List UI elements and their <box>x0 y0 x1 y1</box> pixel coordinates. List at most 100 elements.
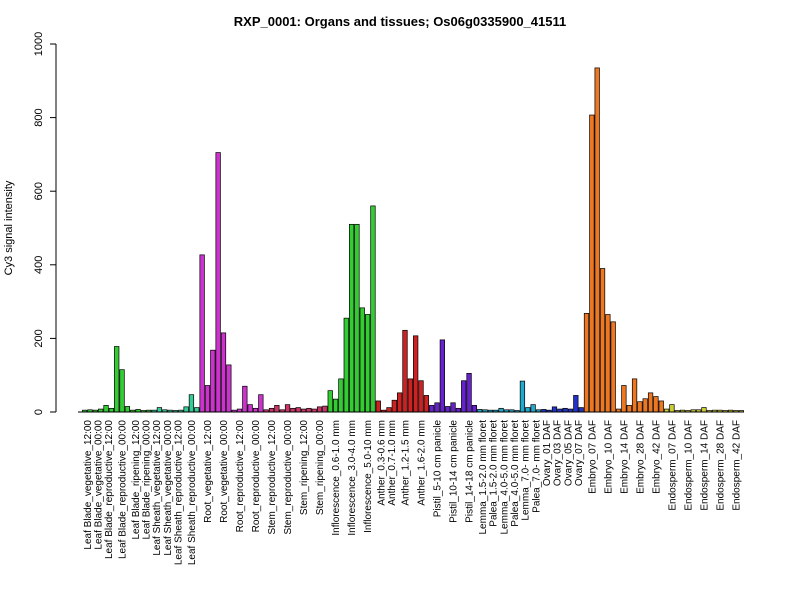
x-tick-label: Pistil_5-10 cm panicle <box>433 420 444 518</box>
x-tick-label: Leaf Blade_vegetative_12:00 <box>83 420 94 550</box>
bar <box>284 404 291 413</box>
x-tick-label: Leaf Sheath_vegetative_12:00 <box>152 420 163 556</box>
bar <box>466 373 472 413</box>
bar <box>573 395 579 413</box>
bar <box>461 380 467 413</box>
y-tick-label: 200 <box>33 329 45 347</box>
x-tick-label: Endosperm_07 DAF <box>667 420 678 511</box>
y-tick-label: 0 <box>33 409 45 415</box>
bar <box>290 407 296 413</box>
bar <box>316 406 323 413</box>
x-tick-label: Leaf Blade_vegetative_00:00 <box>94 420 105 550</box>
bar <box>295 407 301 413</box>
x-tick-label: Leaf Blade_reproductive_00:00 <box>118 420 129 559</box>
bar <box>418 380 424 413</box>
bar <box>359 307 365 413</box>
bar <box>455 407 461 413</box>
x-tick-label: Ovary_01 DAF <box>542 420 553 486</box>
bar <box>119 369 125 413</box>
x-tick-label: Anther_0.3-0.6 mm <box>376 420 387 506</box>
bars-group <box>82 67 744 413</box>
x-tick-label: Inflorescence_3.0-4.0 mm <box>347 420 358 536</box>
bar <box>594 67 600 413</box>
bar <box>647 392 654 413</box>
bar <box>210 349 216 413</box>
bar <box>327 390 333 413</box>
x-tick-label: Root_vegetative_12:00 <box>203 420 214 523</box>
bar <box>610 321 616 413</box>
y-tick-label: 600 <box>33 182 45 200</box>
bar <box>215 152 221 413</box>
x-tick-label: Palea_4.0-5.0 mm floret <box>510 420 521 527</box>
bar <box>445 406 451 413</box>
y-axis: 0 200 400 600 800 1000 <box>33 32 57 415</box>
x-tick-label: Embryo_28 DAF <box>635 420 646 494</box>
bar <box>252 407 259 413</box>
bar <box>637 401 643 413</box>
bar <box>226 364 232 413</box>
x-tick-label: Inflorescence_5.0-10 mm <box>363 420 374 533</box>
x-tick-label: Root_reproductive_12:00 <box>235 420 246 533</box>
x-tick-label: Leaf Sheath_reproductive_12:00 <box>174 420 185 566</box>
bar <box>525 407 531 413</box>
bar <box>631 378 638 413</box>
bar <box>413 335 419 413</box>
x-tick-label: Endosperm_28 DAF <box>715 420 726 511</box>
x-tick-label: Lemma_7.0- mm floret <box>521 420 532 521</box>
x-tick-label: Leaf Blade_ripening_00:00 <box>142 420 153 540</box>
bar <box>658 400 664 413</box>
bar <box>375 400 381 413</box>
x-tick-label: Embryo_07 DAF <box>587 420 598 494</box>
x-tick-label: Endosperm_10 DAF <box>683 420 694 511</box>
y-axis-label: Cy3 signal intensity <box>3 180 15 275</box>
x-tick-label: Embryo_10 DAF <box>603 420 614 494</box>
x-tick-label: Inflorescence_0.6-1.0 mm <box>331 420 342 536</box>
bar <box>434 402 440 413</box>
bar <box>370 205 376 413</box>
bar <box>471 405 478 413</box>
bar <box>626 405 632 413</box>
bar <box>188 394 195 413</box>
bar <box>423 395 429 413</box>
bar <box>402 329 408 413</box>
bar <box>429 405 435 413</box>
bar <box>114 346 120 413</box>
bar <box>365 314 371 413</box>
x-tick-label: Endosperm_14 DAF <box>699 420 710 511</box>
bar <box>204 385 211 413</box>
bar <box>332 398 339 413</box>
x-tick-label: Stem_reproductive_12:00 <box>267 420 278 535</box>
bar <box>583 313 590 413</box>
x-tick-label: Lemma_4.0-5.0 mm floret <box>499 420 510 535</box>
x-tick-label: Anther_0.7-1.0 mm <box>387 420 398 506</box>
bar <box>354 223 360 413</box>
bar <box>386 407 392 413</box>
x-tick-label: Root_reproductive_00:00 <box>251 420 262 533</box>
bar <box>551 406 558 413</box>
chart-title: RXP_0001: Organs and tissues; Os06g03359… <box>234 14 566 29</box>
bar <box>108 407 114 413</box>
bar <box>322 405 328 413</box>
x-tick-label: Anther_1.2-1.5 mm <box>400 420 411 506</box>
bar <box>220 332 227 413</box>
x-tick-label: Ovary_05 DAF <box>563 420 574 486</box>
x-tick-label: Leaf Blade_reproductive_12:00 <box>104 420 115 559</box>
y-tick-label: 800 <box>33 108 45 126</box>
bar <box>258 394 264 413</box>
bar <box>605 314 611 413</box>
bar <box>391 399 397 413</box>
x-tick-label: Anther_1.6-2.0 mm <box>417 420 428 506</box>
x-tick-label: Leaf Blade_ripening_12:00 <box>131 420 142 540</box>
bar <box>199 254 205 413</box>
bar <box>407 378 413 413</box>
bar <box>343 317 349 413</box>
bar <box>183 406 189 413</box>
x-tick-label: Palea_1.5-2.0 mm floret <box>489 420 500 527</box>
bar <box>578 407 584 413</box>
bar <box>439 339 445 413</box>
x-tick-label: Pistil_10-14 cm panicle <box>449 420 460 523</box>
x-tick-label: Leaf Sheath_vegetative_00:00 <box>163 420 174 556</box>
x-tick-label: Ovary_03 DAF <box>553 420 564 486</box>
x-tick-label: Embryo_42 DAF <box>651 420 662 494</box>
